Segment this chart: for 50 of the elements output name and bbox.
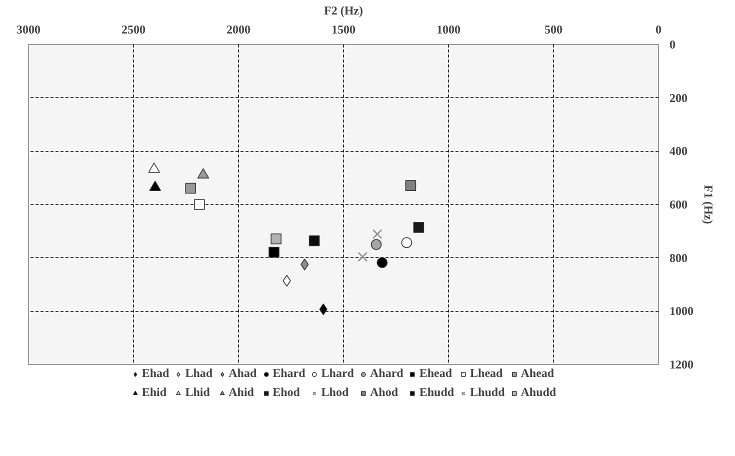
legend-label: Lhad	[185, 366, 213, 381]
point	[149, 180, 162, 192]
y-tick-label: 800	[670, 250, 688, 265]
y-axis-title: F1 (Hz)	[702, 185, 716, 224]
legend-label: Ahard	[370, 366, 404, 381]
legend-label: Ehid	[142, 385, 167, 400]
y-tick-label: 400	[670, 144, 688, 158]
x-tick-label: 1500	[332, 22, 356, 36]
legend-label: Lhudd	[470, 385, 505, 400]
y-tick-label: 200	[670, 90, 688, 105]
legend-label: Ehudd	[419, 385, 454, 400]
x-tick-label: 1000	[436, 22, 460, 36]
legend-label: Ahad	[228, 366, 257, 381]
x-tick-label: 3000	[16, 22, 40, 36]
legend-label: Ahod	[370, 385, 398, 400]
point	[376, 257, 388, 268]
point	[413, 222, 424, 233]
legend-label: Ahudd	[520, 385, 556, 400]
x-axis-title: F2 (Hz)	[324, 4, 363, 18]
point	[405, 180, 416, 191]
point	[308, 235, 320, 246]
x-tick-label: 2000	[226, 22, 250, 36]
point	[300, 258, 309, 270]
legend-label: Ahead	[520, 366, 554, 381]
legend-label: Lhead	[470, 366, 503, 381]
point	[370, 239, 382, 250]
y-tick-label: 600	[670, 198, 688, 212]
y-tick-label: 0	[670, 38, 676, 52]
legend-label: Ehad	[142, 366, 170, 381]
point	[197, 168, 210, 178]
point	[268, 246, 280, 258]
legend-label: Ehead	[419, 366, 452, 381]
y-tick-label: 1200	[670, 358, 694, 372]
x-tick-label: 500	[544, 22, 562, 36]
point	[358, 252, 368, 262]
point	[372, 229, 382, 239]
point	[401, 237, 412, 248]
legend-label: Ahid	[228, 385, 254, 400]
legend-label: Lhid	[185, 385, 210, 400]
point	[148, 162, 160, 173]
point	[185, 182, 196, 194]
legend-label: Lhod	[321, 385, 349, 400]
x-tick-label: 2500	[122, 22, 146, 36]
point	[194, 199, 205, 210]
point	[270, 234, 282, 244]
legend-label: Ehod	[272, 385, 300, 400]
x-tick-label: 0	[656, 22, 662, 36]
legend-label: Lhard	[321, 366, 354, 381]
legend-label: Ehard	[272, 366, 306, 381]
y-tick-label: 1000	[670, 304, 694, 318]
